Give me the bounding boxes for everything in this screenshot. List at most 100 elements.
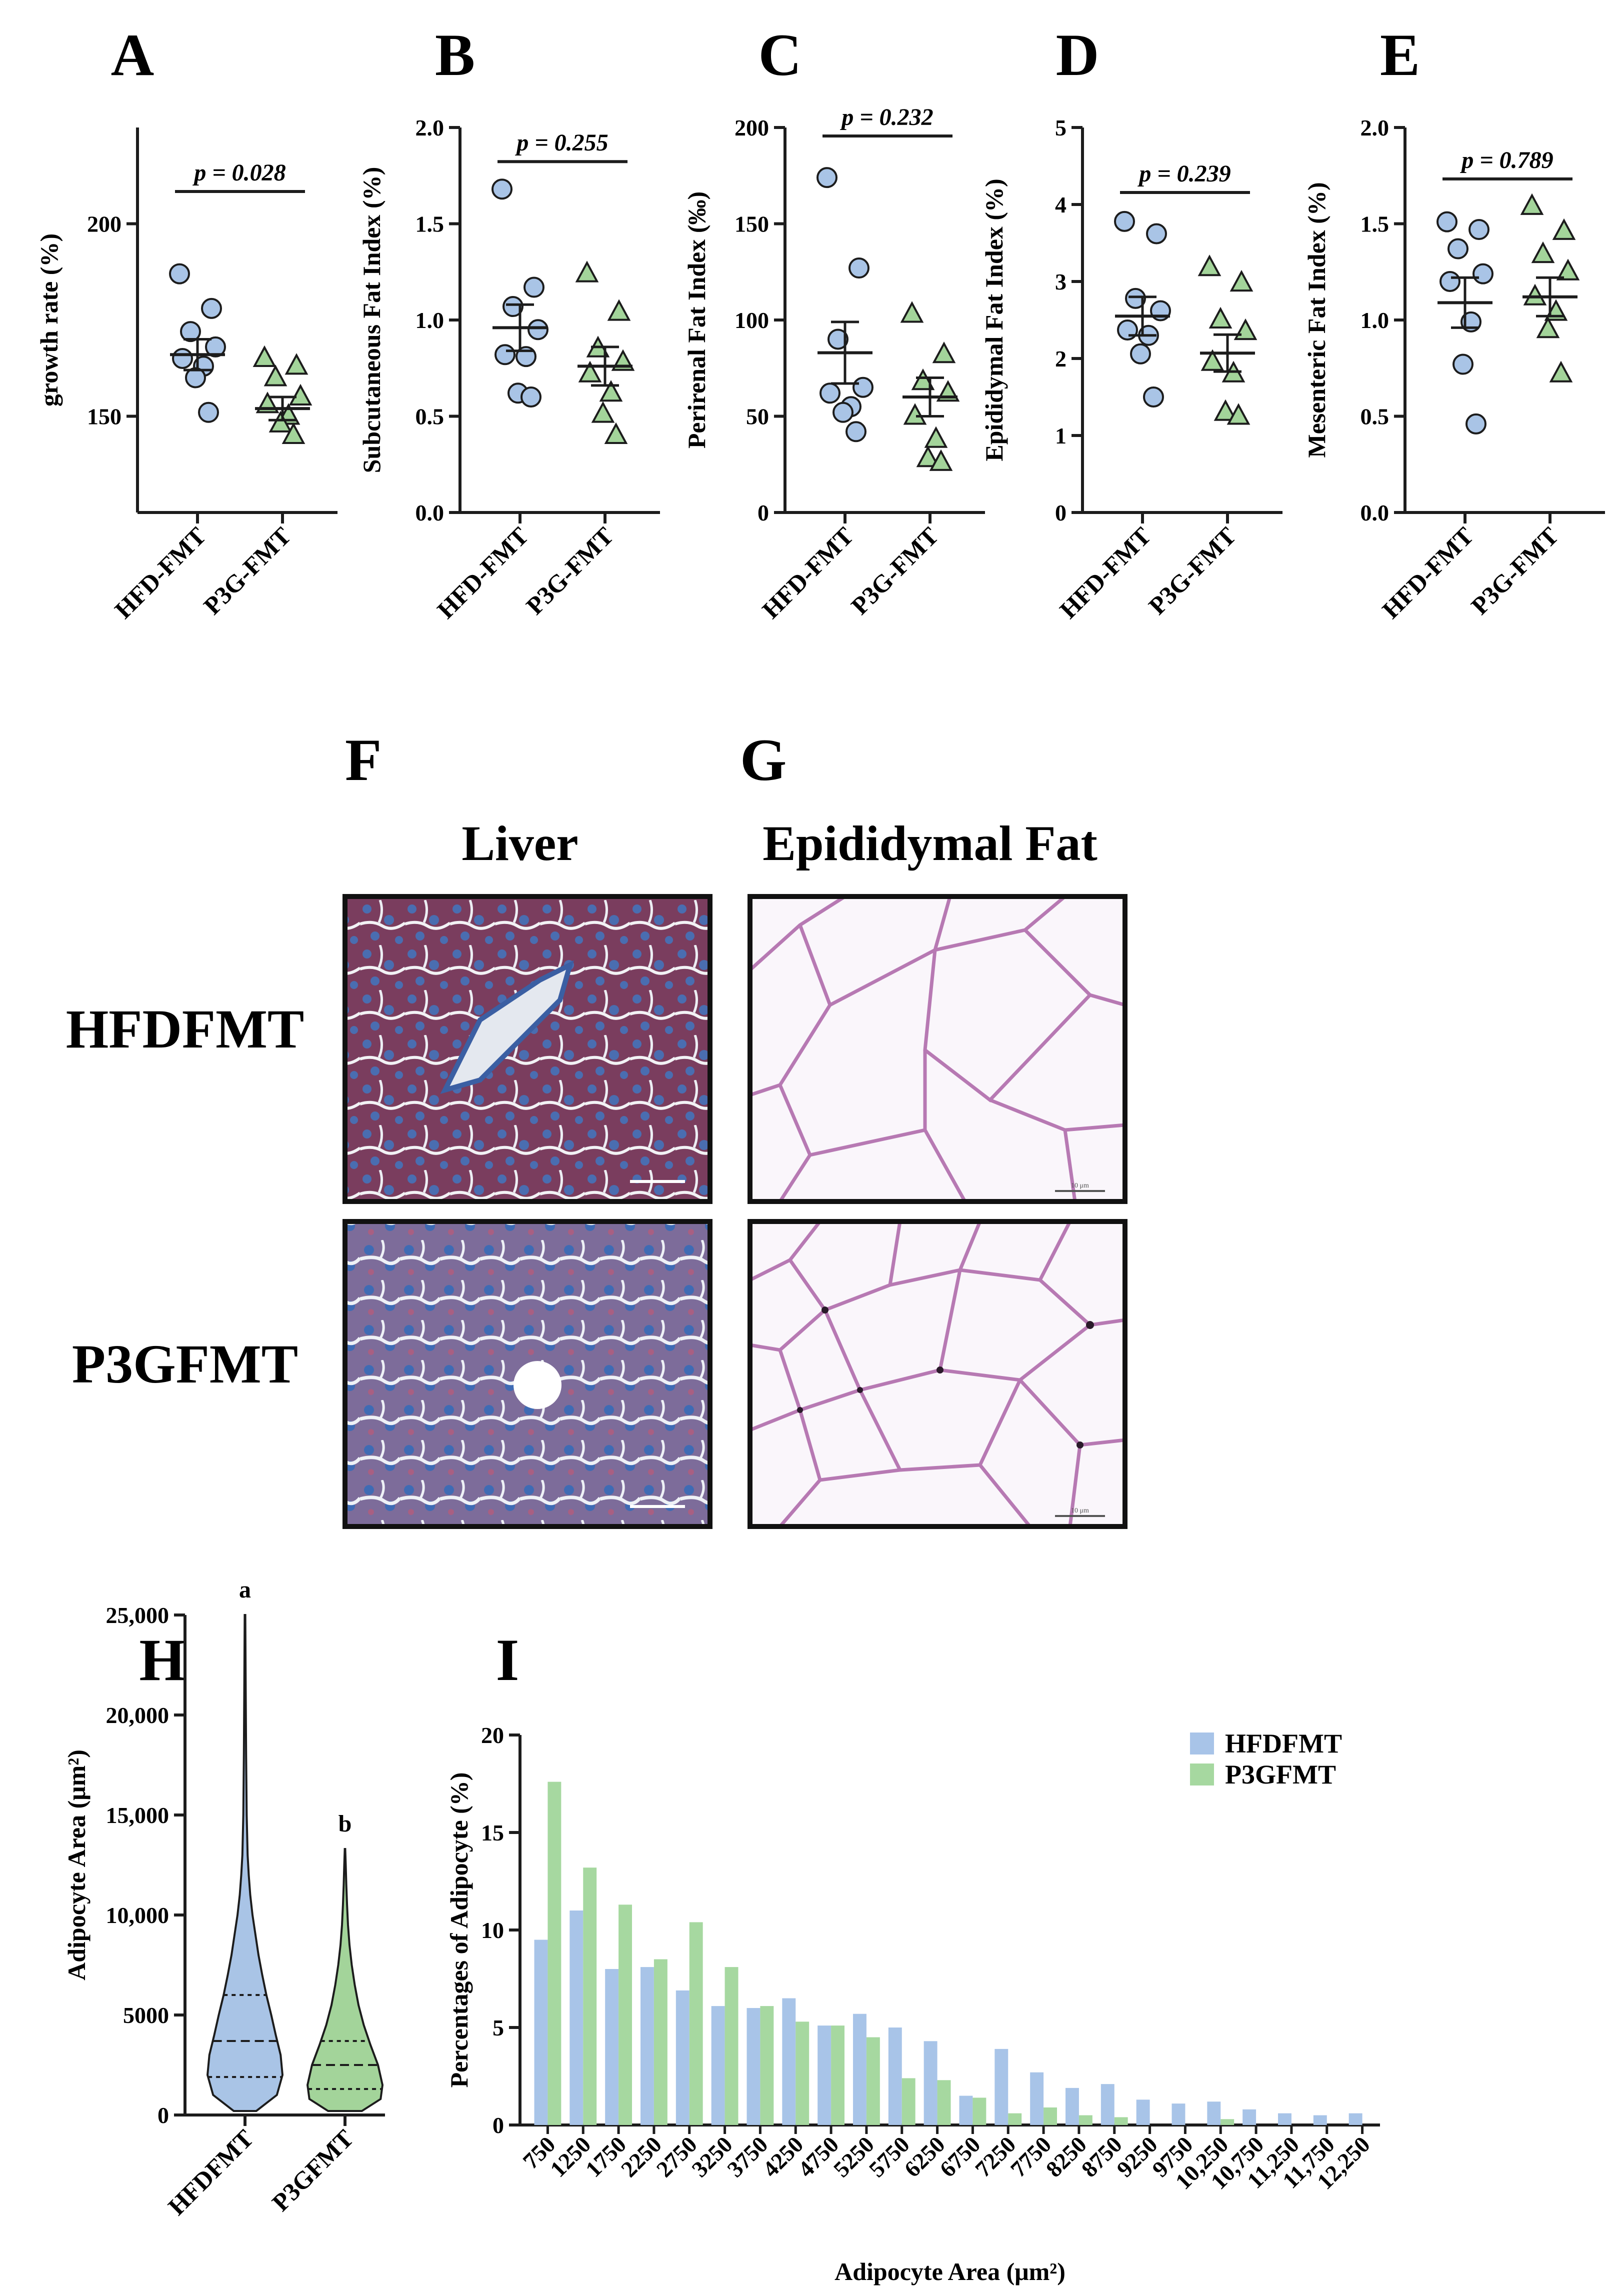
- bar-p3gfmt: [724, 1967, 738, 2125]
- data-point-hfd-fmt: [1448, 238, 1468, 260]
- bar-hfdfmt: [818, 2026, 832, 2125]
- data-point-hfd-fmt: [198, 402, 219, 423]
- y-tick-label: 0: [1055, 500, 1066, 526]
- y-tick-label: 3: [1055, 269, 1066, 294]
- data-point-p3g-fmt: [578, 360, 602, 382]
- bar-p3gfmt: [937, 2080, 951, 2125]
- x-category-label: HFD-FMT: [1376, 522, 1479, 624]
- data-point-p3g-fmt: [1200, 349, 1224, 371]
- bar-hfdfmt: [1172, 2104, 1186, 2125]
- bar-p3gfmt: [796, 2022, 810, 2125]
- panel-letter-C: C: [758, 22, 802, 88]
- bar-hfdfmt: [1207, 2102, 1221, 2125]
- histology-panels: F G Liver Epididymal Fat HFDFMT P3GFMT: [66, 726, 1128, 1529]
- data-point-hfd-fmt: [816, 167, 838, 188]
- data-point-p3g-fmt: [264, 364, 288, 386]
- panel-letter-G: G: [740, 726, 786, 793]
- data-point-p3g-fmt: [924, 426, 948, 448]
- fat-hfdfmt-scale-text: 10 μm: [1071, 1182, 1089, 1190]
- y-tick-label: 2.0: [1360, 115, 1390, 140]
- x-category-label: HFD-FMT: [1054, 522, 1156, 624]
- data-point-p3g-fmt: [268, 410, 292, 432]
- bar-p3gfmt: [548, 1782, 562, 2125]
- bar-p3gfmt: [1008, 2113, 1022, 2125]
- panel-letter-I: I: [496, 1626, 520, 1693]
- bar-p3gfmt: [1044, 2107, 1057, 2125]
- data-point-p3g-fmt: [911, 368, 935, 390]
- bar-p3gfmt: [583, 1868, 597, 2125]
- data-point-hfd-fmt: [846, 421, 866, 442]
- x-category-label: P3GFMT: [266, 2124, 359, 2216]
- data-point-hfd-fmt: [1130, 343, 1151, 364]
- y-tick-label: 15,000: [106, 1802, 170, 1828]
- data-point-hfd-fmt: [848, 258, 870, 279]
- fat-p3gfmt-image: 10 μm: [748, 1219, 1128, 1529]
- data-point-p3g-fmt: [1214, 399, 1238, 421]
- y-tick-label: 0.0: [1360, 500, 1390, 526]
- bar-hfdfmt: [1278, 2113, 1292, 2125]
- data-point-p3g-fmt: [607, 299, 631, 321]
- data-point-hfd-fmt: [169, 263, 190, 284]
- panel-letter-E: E: [1380, 22, 1420, 88]
- bar-p3gfmt: [689, 1922, 703, 2125]
- violin-hfdfmt: [206, 1614, 284, 2112]
- violin-panel-H: H 0 5000 10,000 15,000 20,000 25,000 Adipocyte …: [62, 1576, 385, 2220]
- bar-p3gfmt: [1220, 2119, 1234, 2125]
- y-tick-label: 0.5: [416, 404, 444, 430]
- bar-p3gfmt: [1078, 2115, 1092, 2125]
- y-tick-label: 2.0: [416, 115, 444, 140]
- panel-letter-A: A: [111, 22, 154, 88]
- bar-hfdfmt: [676, 1990, 690, 2125]
- y-axis-label: Epididymal Fat Index (%): [980, 178, 1008, 461]
- x-category-label: HFDFMT: [162, 2124, 259, 2220]
- data-point-hfd-fmt: [180, 321, 201, 342]
- y-tick-label: 200: [734, 115, 769, 140]
- y-tick-label: 15: [481, 1820, 504, 1846]
- bar-p3gfmt: [902, 2078, 916, 2125]
- data-point-hfd-fmt: [1114, 210, 1135, 232]
- x-category-label: P3G-FMT: [520, 522, 619, 620]
- bar-p3gfmt: [866, 2037, 880, 2125]
- legend-swatch-hfdfmt: [1190, 1732, 1214, 1754]
- bar-hfdfmt: [888, 2028, 902, 2125]
- data-point-hfd-fmt: [1468, 219, 1490, 240]
- bar-hfdfmt: [924, 2041, 938, 2125]
- histogram-panel-I: I 0 5 10 15 20 Percentages of Adipocyte (%) Adi…: [445, 1626, 1380, 2286]
- epididymal-fat-title: Epididymal Fat: [762, 816, 1098, 871]
- bar-hfdfmt: [1313, 2115, 1327, 2125]
- data-point-p3g-fmt: [1523, 284, 1547, 306]
- y-tick-label: 5: [492, 2015, 504, 2040]
- y-tick-label: 150: [87, 404, 122, 430]
- data-point-p3g-fmt: [1531, 241, 1555, 264]
- y-tick-label: 1.0: [1360, 308, 1390, 333]
- data-point-hfd-fmt: [172, 348, 193, 369]
- data-point-p3g-fmt: [1552, 218, 1576, 240]
- y-axis-label: Adipocyte Area (μm²): [62, 1750, 90, 1980]
- y-tick-label: 5: [1055, 115, 1066, 140]
- data-point-hfd-fmt: [1466, 413, 1486, 434]
- y-axis-label: Percentages of Adipocyte (%): [445, 1772, 473, 2088]
- data-point-hfd-fmt: [502, 296, 524, 318]
- x-category-label: P3G-FMT: [1466, 522, 1564, 620]
- x-axis-label: Adipocyte Area (μm²): [834, 2258, 1066, 2286]
- data-point-p3g-fmt: [929, 449, 953, 471]
- bar-p3gfmt: [972, 2098, 986, 2125]
- y-tick-label: 0: [158, 2102, 169, 2128]
- legend-swatch-p3gfmt: [1190, 1764, 1214, 1786]
- x-category-label: P3G-FMT: [846, 522, 944, 620]
- bar-hfdfmt: [711, 2006, 725, 2125]
- data-point-hfd-fmt: [185, 367, 206, 388]
- data-point-hfd-fmt: [205, 336, 226, 358]
- panel-E: E 0.0 0.5 1.0 1.5 2.0 Mesenteric Fat Index (%)…: [1302, 22, 1605, 624]
- liver-hfdfmt-image: [342, 894, 712, 1204]
- y-tick-label: 20,000: [106, 1702, 170, 1728]
- p-value-label: p = 0.232: [840, 104, 933, 130]
- data-point-hfd-fmt: [1436, 211, 1458, 232]
- data-point-hfd-fmt: [492, 178, 512, 200]
- significance-letter: a: [239, 1576, 251, 1603]
- bar-hfdfmt: [1066, 2088, 1079, 2125]
- bar-p3gfmt: [831, 2026, 844, 2125]
- data-point-hfd-fmt: [1117, 320, 1138, 341]
- x-category-label: P3G-FMT: [1143, 522, 1242, 620]
- data-point-p3g-fmt: [1226, 403, 1250, 425]
